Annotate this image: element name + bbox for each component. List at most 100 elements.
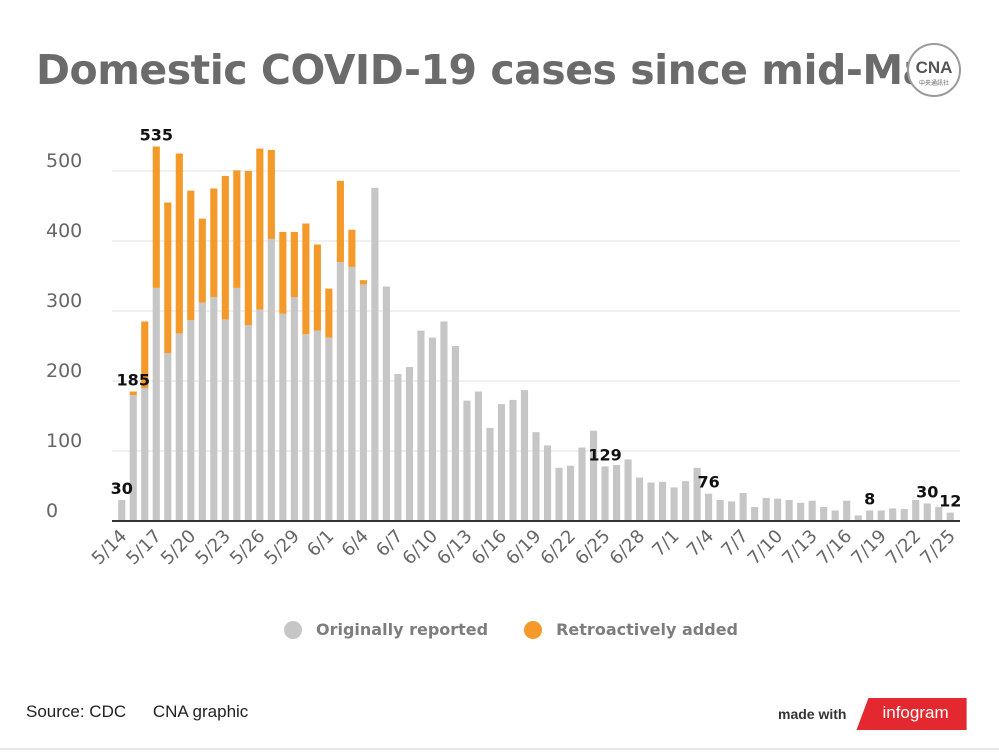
bar-original[interactable] (428, 337, 437, 521)
bar-original[interactable] (624, 459, 632, 521)
bar-original[interactable] (751, 507, 759, 521)
bar-original[interactable] (451, 346, 460, 521)
bar-original[interactable] (682, 481, 690, 521)
bar-retro[interactable] (164, 202, 172, 354)
bar-original[interactable] (693, 467, 701, 521)
bar-retro[interactable] (233, 170, 241, 288)
bar-original[interactable] (405, 367, 413, 521)
bar-original[interactable] (279, 313, 287, 521)
bar-original[interactable] (474, 391, 483, 522)
bar-retro[interactable] (210, 188, 218, 298)
bar-original[interactable] (382, 286, 390, 522)
bar-retro[interactable] (279, 231, 287, 314)
bar-original[interactable] (486, 427, 494, 521)
bar-retro[interactable] (290, 231, 298, 297)
bar-original[interactable] (509, 399, 517, 521)
bar-original[interactable] (520, 390, 529, 521)
bar-retro[interactable] (244, 171, 252, 325)
bar-original[interactable] (647, 482, 655, 522)
bar-retro[interactable] (359, 280, 367, 285)
bar-retro[interactable] (313, 244, 321, 331)
bar-original[interactable] (762, 497, 770, 521)
bar-original[interactable] (728, 501, 736, 521)
bar-original[interactable] (670, 487, 678, 521)
bar-original[interactable] (267, 238, 275, 521)
bar-retro[interactable] (325, 288, 333, 338)
bar-original[interactable] (359, 284, 367, 521)
made-with-badge[interactable]: made with infogram (778, 698, 967, 730)
bar-original[interactable] (578, 447, 586, 522)
bar-original[interactable] (866, 510, 874, 522)
bar-original[interactable] (221, 319, 229, 521)
bar-original[interactable] (900, 509, 908, 521)
bar-original[interactable] (935, 507, 943, 521)
bar-original[interactable] (463, 400, 471, 521)
bar-original[interactable] (198, 302, 206, 521)
bar-retro[interactable] (198, 218, 206, 303)
divider (0, 748, 999, 750)
bar-original[interactable] (313, 330, 321, 521)
bar-original[interactable] (440, 321, 448, 522)
bar-original[interactable] (532, 432, 540, 521)
bar-original[interactable] (705, 493, 713, 521)
bar-original[interactable] (831, 510, 839, 522)
bar-original[interactable] (601, 466, 609, 521)
bar-original[interactable] (854, 515, 862, 521)
bar-original[interactable] (336, 262, 344, 521)
bar-original[interactable] (739, 493, 747, 521)
bar-original[interactable] (164, 353, 172, 521)
bar-original[interactable] (912, 500, 920, 521)
bar-retro[interactable] (336, 180, 344, 262)
bar-original[interactable] (497, 404, 506, 521)
bar-retro[interactable] (152, 146, 160, 288)
bar-original[interactable] (256, 309, 264, 521)
bar-retro[interactable] (267, 150, 275, 239)
bar-original[interactable] (635, 477, 644, 521)
bar-original[interactable] (797, 502, 805, 521)
bar-original[interactable] (785, 500, 793, 521)
bar-retro[interactable] (141, 321, 149, 389)
bar-retro[interactable] (302, 223, 310, 335)
bar-original[interactable] (889, 508, 897, 521)
bar-original[interactable] (394, 374, 402, 521)
bar-original[interactable] (290, 297, 298, 521)
bar-original[interactable] (129, 395, 137, 521)
bar-original[interactable] (175, 333, 183, 521)
bar-retro[interactable] (129, 391, 137, 396)
bar-original[interactable] (774, 498, 782, 521)
bar-original[interactable] (589, 430, 598, 521)
bar-original[interactable] (417, 330, 425, 521)
bar-original[interactable] (555, 467, 563, 521)
bar-original[interactable] (716, 500, 724, 521)
legend-item-original[interactable]: Originally reported (284, 620, 488, 639)
bar-original[interactable] (923, 503, 931, 522)
bar-original[interactable] (566, 465, 575, 521)
bar-original[interactable] (820, 507, 828, 521)
bar-retro[interactable] (221, 175, 229, 320)
bar-original[interactable] (946, 512, 954, 521)
bar-original[interactable] (543, 445, 552, 521)
bar-original[interactable] (302, 334, 310, 521)
legend-item-retro[interactable]: Retroactively added (524, 620, 738, 639)
bar-original[interactable] (233, 287, 241, 521)
legend-label-retro: Retroactively added (556, 620, 738, 639)
bar-original[interactable] (210, 297, 218, 521)
x-tick-label: 7/4 (683, 526, 718, 561)
bar-original[interactable] (371, 187, 379, 522)
bar-retro[interactable] (348, 229, 356, 267)
bar-retro[interactable] (175, 153, 183, 334)
bar-original[interactable] (141, 388, 149, 521)
bar-original[interactable] (808, 500, 816, 521)
bar-original[interactable] (348, 266, 356, 521)
bar-retro[interactable] (256, 148, 264, 310)
bar-original[interactable] (612, 465, 621, 521)
bar-original[interactable] (659, 481, 667, 521)
bar-retro[interactable] (187, 190, 195, 321)
bar-original[interactable] (877, 510, 885, 522)
bar-original[interactable] (118, 500, 126, 521)
bar-original[interactable] (325, 337, 333, 521)
bar-original[interactable] (244, 325, 252, 521)
bar-original[interactable] (152, 287, 160, 521)
bar-original[interactable] (843, 500, 851, 521)
bar-original[interactable] (187, 320, 195, 521)
